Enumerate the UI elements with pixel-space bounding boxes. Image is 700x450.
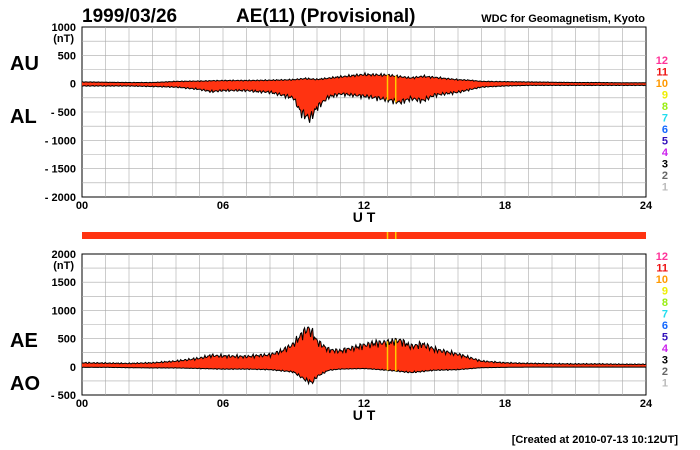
x-tick-label: 12	[358, 398, 370, 410]
station-count-11: 11	[656, 67, 668, 79]
station-count-7: 7	[662, 309, 668, 321]
station-count-12: 12	[656, 251, 668, 263]
area-au-al	[82, 72, 646, 123]
x-axis-label: U T	[353, 209, 376, 225]
y-tick-label: - 1500	[45, 164, 76, 176]
station-count-8: 8	[662, 297, 668, 309]
station-count-8: 8	[662, 101, 668, 113]
y-tick-label: 1000	[52, 22, 76, 34]
y-tick-label: 500	[58, 50, 76, 62]
plot-date: 1999/03/26	[82, 6, 177, 27]
series-label-upper: AE	[10, 330, 38, 352]
line-au	[81, 71, 646, 84]
y-tick-label: - 1000	[45, 135, 76, 147]
station-status-bar	[82, 232, 646, 239]
station-count-3: 3	[662, 355, 668, 367]
station-count-9: 9	[662, 286, 668, 298]
y-tick-label: 2000	[52, 249, 76, 261]
series-label-lower: AO	[10, 373, 40, 395]
x-tick-label: 00	[76, 200, 88, 212]
line-ao	[81, 366, 647, 386]
x-axis-label: U T	[353, 407, 376, 423]
x-tick-label: 06	[217, 398, 229, 410]
series-label-upper: AU	[10, 53, 39, 75]
x-tick-label: 18	[499, 200, 511, 212]
line-al	[81, 84, 647, 123]
station-count-2: 2	[662, 366, 668, 378]
station-count-2: 2	[662, 170, 668, 182]
station-count-11: 11	[656, 263, 668, 275]
station-count-7: 7	[662, 113, 668, 125]
station-count-4: 4	[662, 147, 669, 159]
x-tick-label: 06	[217, 200, 229, 212]
series-label-lower: AL	[10, 106, 37, 128]
y-unit-label: (nT)	[53, 33, 74, 45]
station-count-4: 4	[662, 343, 669, 355]
y-tick-label: 1000	[52, 305, 76, 317]
station-count-9: 9	[662, 90, 668, 102]
station-count-3: 3	[662, 159, 668, 171]
x-tick-label: 24	[640, 200, 653, 212]
station-count-10: 10	[656, 78, 668, 90]
station-count-1: 1	[662, 378, 668, 390]
y-tick-label: - 2000	[45, 192, 76, 204]
x-tick-label: 00	[76, 398, 88, 410]
created-timestamp: [Created at 2010-07-13 10:12UT]	[512, 434, 679, 446]
y-tick-label: - 500	[51, 107, 76, 119]
station-count-6: 6	[662, 124, 668, 136]
station-count-1: 1	[662, 182, 668, 194]
station-count-6: 6	[662, 320, 668, 332]
y-tick-label: - 500	[51, 390, 76, 402]
station-count-10: 10	[656, 274, 668, 286]
x-tick-label: 24	[640, 398, 653, 410]
station-count-12: 12	[656, 55, 668, 67]
x-tick-label: 18	[499, 398, 511, 410]
x-tick-label: 12	[358, 200, 370, 212]
station-count-5: 5	[662, 136, 668, 148]
station-count-5: 5	[662, 332, 668, 344]
y-tick-label: 1500	[52, 277, 76, 289]
y-tick-label: 0	[70, 79, 76, 91]
y-tick-label: 500	[58, 334, 76, 346]
y-unit-label: (nT)	[53, 260, 74, 272]
plot-title: AE(11) (Provisional)	[236, 6, 416, 27]
line-ae	[81, 326, 647, 366]
data-source: WDC for Geomagnetism, Kyoto	[481, 13, 645, 25]
area-ae-ao	[82, 327, 646, 384]
y-tick-label: 0	[70, 362, 76, 374]
